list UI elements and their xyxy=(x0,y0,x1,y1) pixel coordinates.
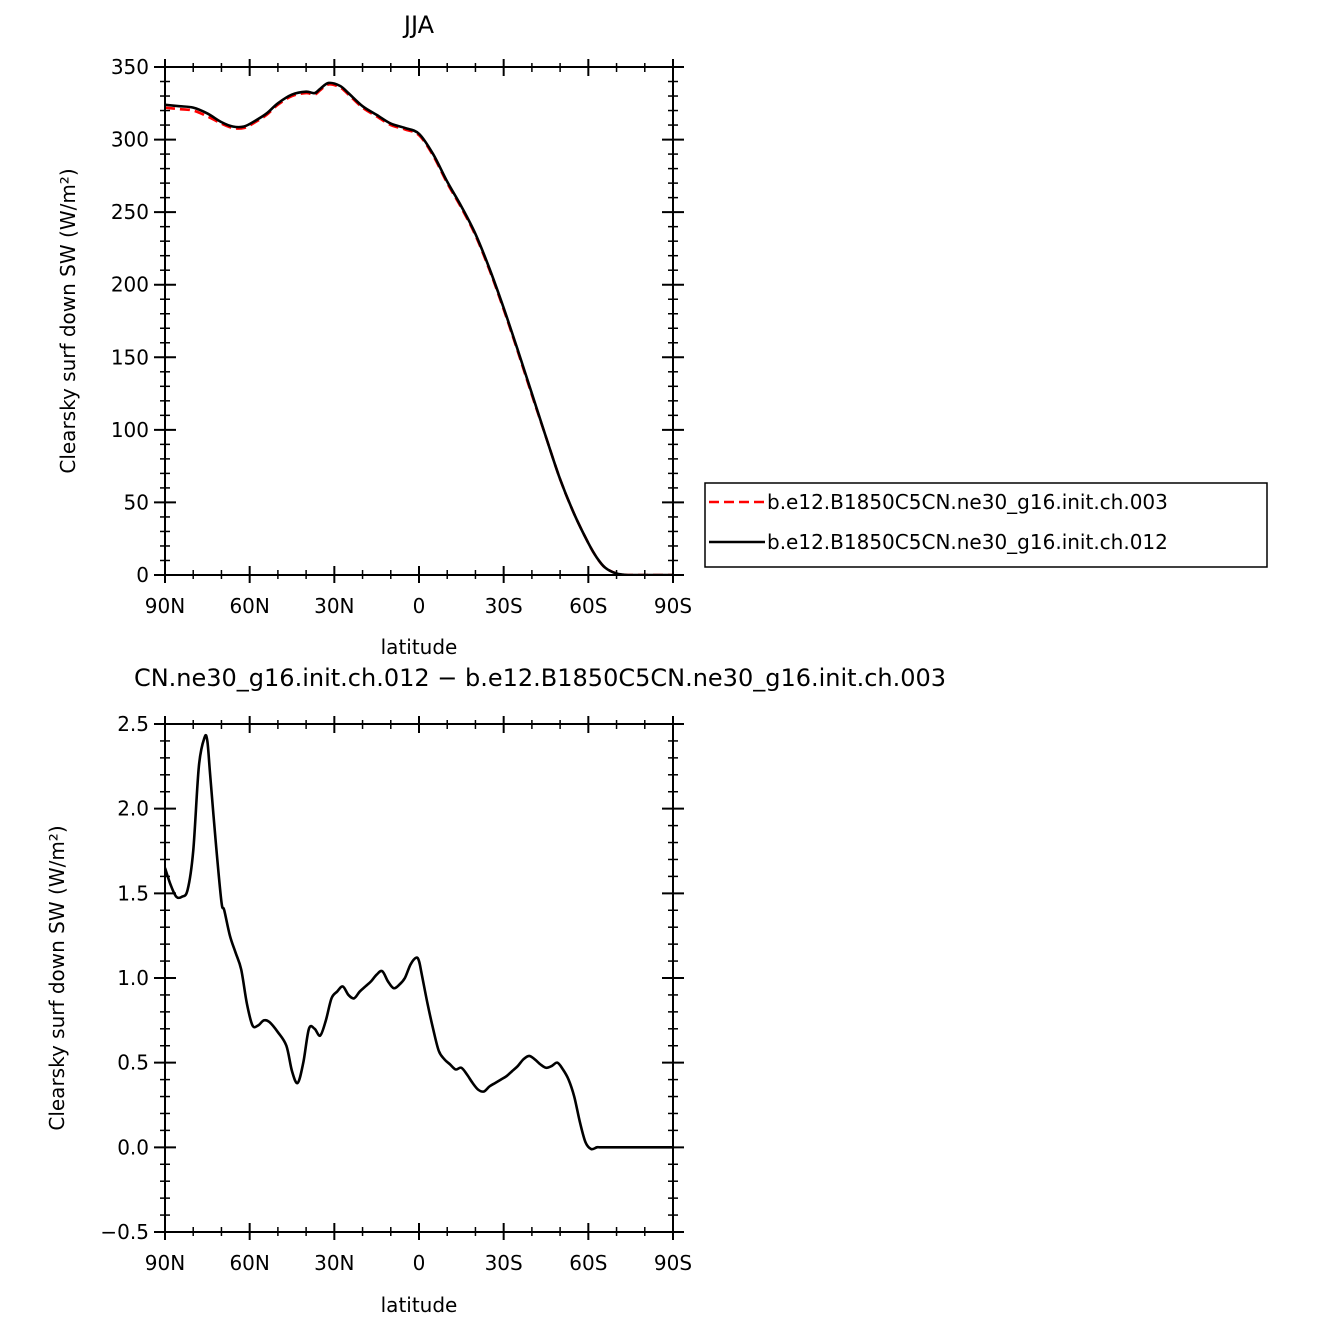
x-tick-label: 30N xyxy=(314,594,354,618)
plot-frame xyxy=(164,66,674,576)
y-tick-label: 50 xyxy=(124,490,149,514)
bottom-chart-title: CN.ne30_g16.init.ch.012 − b.e12.B1850C5C… xyxy=(134,664,946,692)
x-tick-label: 30N xyxy=(314,1251,354,1275)
y-tick-label: 2.5 xyxy=(117,712,149,736)
x-tick-label: 90N xyxy=(145,1251,185,1275)
bottom-y-axis-title: Clearsky surf down SW (W/m²) xyxy=(45,825,69,1130)
plot-frame xyxy=(164,723,674,1233)
legend-label-series-012: b.e12.B1850C5CN.ne30_g16.init.ch.012 xyxy=(767,530,1168,554)
y-tick-label: 250 xyxy=(111,200,149,224)
y-tick-label: 0.5 xyxy=(117,1051,149,1075)
series-line-2 xyxy=(165,81,673,575)
bottom-chart: CN.ne30_g16.init.ch.012 − b.e12.B1850C5C… xyxy=(45,664,946,1317)
x-tick-label: 0 xyxy=(413,594,426,618)
top-chart: JJA 90N 60N 30N 0 30S 60S 90S 0 50 100 150 200 250 30… xyxy=(56,11,1268,659)
y-tick-label: 0.0 xyxy=(117,1135,149,1159)
y-tick-label: 150 xyxy=(111,345,149,369)
top-y-axis-title: Clearsky surf down SW (W/m²) xyxy=(56,168,80,473)
x-tick-label: 90N xyxy=(145,594,185,618)
y-tick-label: 1.0 xyxy=(117,966,149,990)
y-tick-label: −0.5 xyxy=(100,1220,149,1244)
x-tick-label: 90S xyxy=(654,594,692,618)
y-tick-label: 100 xyxy=(111,418,149,442)
x-tick-label: 90S xyxy=(654,1251,692,1275)
x-tick-label: 60S xyxy=(569,594,607,618)
top-plot-area: 90N 60N 30N 0 30S 60S 90S 0 50 100 150 200 250 300 350 xyxy=(111,55,692,618)
top-x-axis-title: latitude xyxy=(381,635,458,659)
bottom-x-axis-title: latitude xyxy=(381,1293,458,1317)
y-tick-label: 300 xyxy=(111,128,149,152)
y-tick-label: 200 xyxy=(111,273,149,297)
series-line-1 xyxy=(165,733,673,1151)
x-tick-label: 30S xyxy=(485,1251,523,1275)
x-tick-label: 0 xyxy=(413,1251,426,1275)
bottom-plot-area: 90N 60N 30N 0 30S 60S 90S −0.5 0.0 0.5 1.0 1.5 2.0 2.… xyxy=(100,712,692,1275)
y-tick-label: 2.0 xyxy=(117,797,149,821)
legend-box xyxy=(704,482,1268,568)
legend: b.e12.B1850C5CN.ne30_g16.init.ch.003 b.e… xyxy=(704,482,1268,568)
y-tick-label: 350 xyxy=(111,55,149,79)
series-line-1 xyxy=(165,83,673,575)
x-tick-label: 30S xyxy=(485,594,523,618)
y-tick-label: 1.5 xyxy=(117,881,149,905)
y-tick-label: 0 xyxy=(136,563,149,587)
top-chart-title: JJA xyxy=(402,11,435,39)
legend-label-series-003: b.e12.B1850C5CN.ne30_g16.init.ch.003 xyxy=(767,490,1168,514)
x-tick-label: 60N xyxy=(229,1251,269,1275)
x-tick-label: 60N xyxy=(229,594,269,618)
x-tick-label: 60S xyxy=(569,1251,607,1275)
